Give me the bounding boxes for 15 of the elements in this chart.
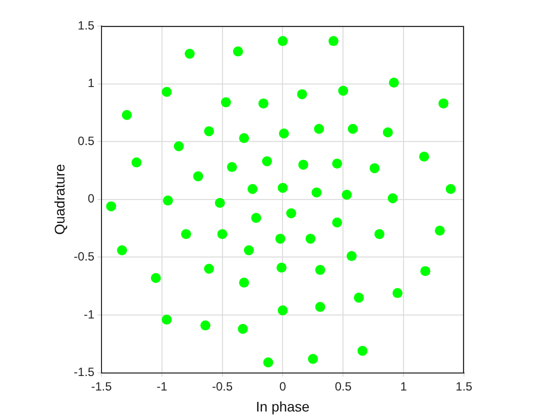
y-tick-label: 0 — [88, 192, 95, 206]
y-tick-label: 1.5 — [78, 18, 95, 32]
y-tick-label: -0.5 — [74, 250, 95, 264]
y-axis-title: Quadrature — [51, 164, 68, 235]
x-tick-label: 0 — [279, 379, 286, 394]
y-tick-label: -1 — [84, 307, 95, 322]
x-axis-title: In phase — [256, 398, 310, 414]
y-tick-label: -1.5 — [74, 365, 95, 380]
x-tick-label: 0.5 — [334, 379, 352, 394]
x-tick-label: 1.5 — [456, 379, 473, 394]
y-tick-label: 0.5 — [78, 134, 95, 148]
x-tick-label: -0.5 — [212, 379, 233, 394]
x-tick-label: 1 — [400, 379, 408, 394]
y-tick-label: 1 — [88, 76, 95, 90]
x-tick-label: -1 — [156, 379, 168, 394]
